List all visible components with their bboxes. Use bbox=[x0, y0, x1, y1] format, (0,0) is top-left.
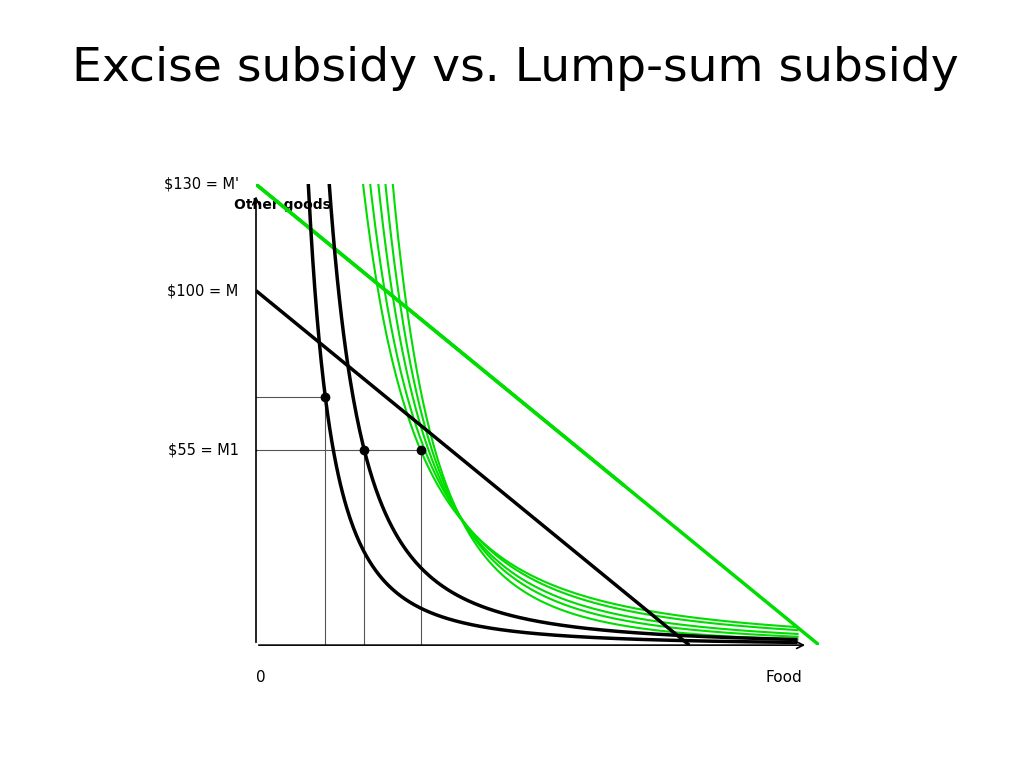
Text: 0: 0 bbox=[256, 670, 265, 685]
Text: Excise subsidy vs. Lump-sum subsidy: Excise subsidy vs. Lump-sum subsidy bbox=[72, 46, 958, 91]
Text: Food: Food bbox=[766, 670, 803, 685]
Text: $100 = M: $100 = M bbox=[167, 283, 239, 298]
Text: $130 = M': $130 = M' bbox=[164, 177, 239, 192]
Text: Other goods: Other goods bbox=[234, 198, 331, 212]
Text: $55 = M1: $55 = M1 bbox=[168, 442, 239, 458]
